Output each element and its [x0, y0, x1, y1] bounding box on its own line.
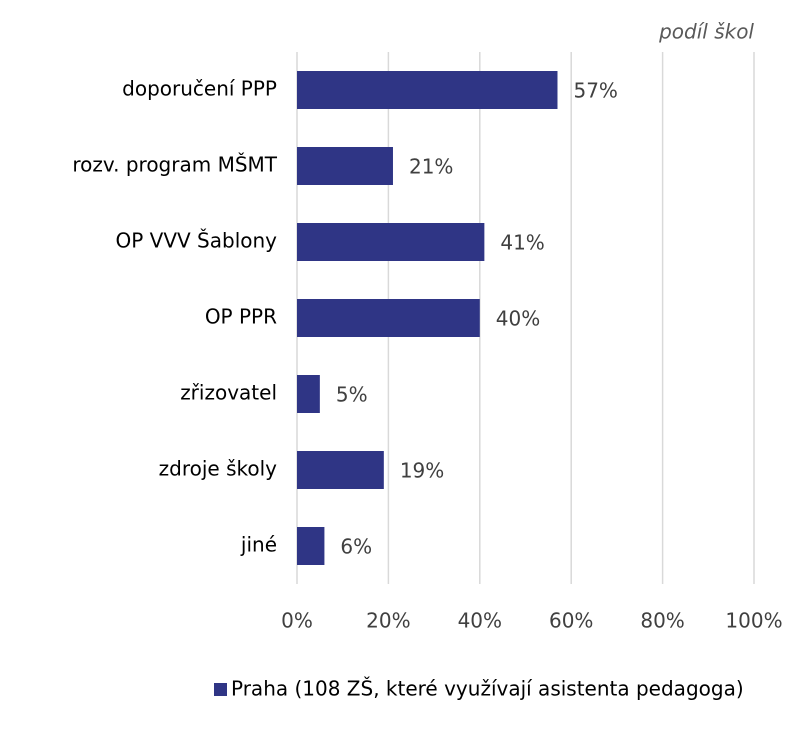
- legend-label: Praha (108 ZŠ, které využívají asistenta…: [231, 677, 744, 701]
- bar: [297, 71, 558, 109]
- y-tick-label: jiné: [240, 533, 277, 557]
- bar: [297, 527, 325, 565]
- y-tick-label: doporučení PPP: [122, 77, 277, 101]
- legend-swatch: [214, 683, 227, 696]
- bar: [297, 147, 393, 185]
- x-tick-label: 40%: [458, 609, 502, 633]
- data-label: 6%: [340, 535, 372, 559]
- x-tick-label: 0%: [281, 609, 313, 633]
- data-label: 57%: [573, 79, 617, 103]
- y-tick-label: OP PPR: [205, 305, 277, 329]
- y-tick-label: rozv. program MŠMT: [72, 153, 277, 177]
- x-tick-label: 20%: [366, 609, 410, 633]
- data-label: 19%: [400, 459, 444, 483]
- y-tick-label: zřizovatel: [180, 381, 277, 405]
- data-label: 21%: [409, 155, 453, 179]
- bar: [297, 223, 485, 261]
- data-label: 5%: [336, 383, 368, 407]
- bar: [297, 375, 320, 413]
- y-tick-label: OP VVV Šablony: [115, 229, 277, 253]
- bar: [297, 299, 480, 337]
- bar: [297, 451, 384, 489]
- axis-title: podíl škol: [658, 20, 754, 44]
- data-label: 41%: [500, 231, 544, 255]
- x-tick-label: 80%: [640, 609, 684, 633]
- y-tick-label: zdroje školy: [159, 457, 278, 481]
- x-tick-label: 100%: [725, 609, 782, 633]
- x-tick-label: 60%: [549, 609, 593, 633]
- data-label: 40%: [496, 307, 540, 331]
